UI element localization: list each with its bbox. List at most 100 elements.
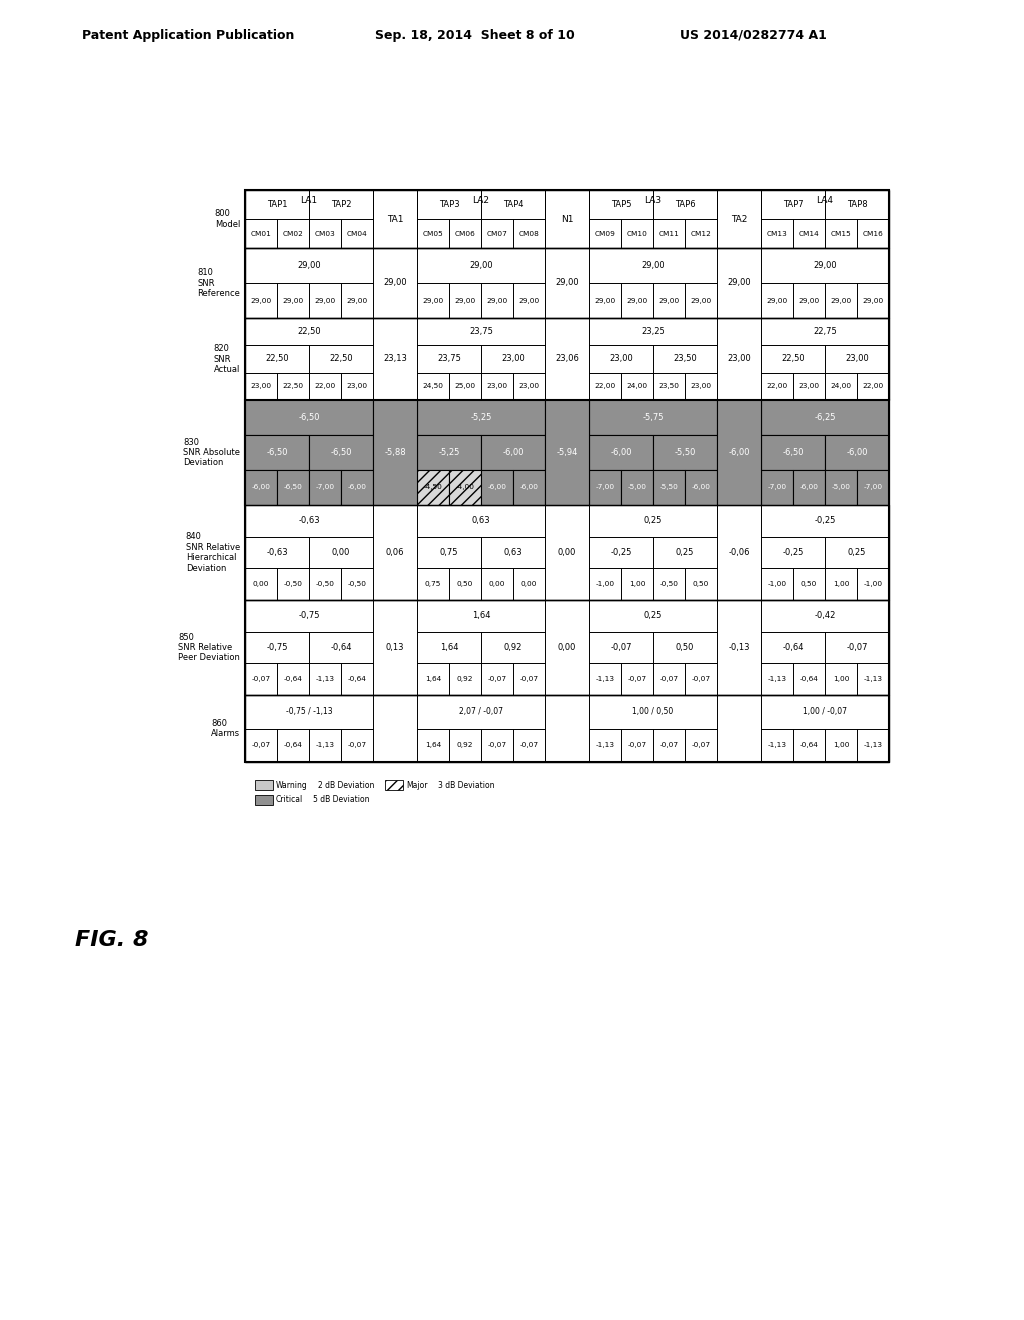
Text: 1,00: 1,00 — [833, 742, 849, 748]
Bar — [245, 219, 278, 248]
Text: 3 dB Deviation: 3 dB Deviation — [438, 780, 495, 789]
Bar — [417, 248, 545, 282]
Bar — [278, 664, 309, 696]
Bar — [513, 729, 545, 762]
Bar — [825, 219, 857, 248]
Bar — [245, 569, 278, 601]
Bar — [245, 400, 889, 506]
Bar — [309, 190, 373, 219]
Bar — [761, 506, 889, 537]
Bar — [245, 346, 309, 372]
Bar — [589, 248, 717, 282]
Text: CM03: CM03 — [314, 231, 336, 236]
Text: 22,50: 22,50 — [781, 355, 805, 363]
Text: 1,00: 1,00 — [833, 676, 849, 682]
Bar — [857, 282, 889, 318]
Text: 0,92: 0,92 — [457, 742, 473, 748]
Text: -0,07: -0,07 — [487, 676, 507, 682]
Bar — [449, 664, 481, 696]
Bar — [245, 190, 889, 762]
Text: -0,64: -0,64 — [284, 676, 302, 682]
Text: -5,50: -5,50 — [659, 484, 679, 491]
Text: -1,13: -1,13 — [863, 676, 883, 682]
Text: -5,88: -5,88 — [384, 447, 406, 457]
Text: CM15: CM15 — [830, 231, 851, 236]
Bar — [309, 632, 373, 664]
Bar — [621, 282, 653, 318]
Text: 23,00: 23,00 — [346, 383, 368, 389]
Bar — [309, 569, 341, 601]
Text: -0,75: -0,75 — [298, 611, 319, 620]
Text: 0,13: 0,13 — [386, 643, 404, 652]
Bar — [857, 219, 889, 248]
Bar — [621, 569, 653, 601]
Text: 29,00: 29,00 — [766, 297, 787, 304]
Bar — [309, 729, 341, 762]
Text: 860
Alarms: 860 Alarms — [211, 719, 240, 738]
Bar — [417, 729, 449, 762]
Text: 23,06: 23,06 — [555, 355, 579, 363]
Text: 1,64: 1,64 — [439, 643, 459, 652]
Bar — [417, 282, 449, 318]
Text: -6,25: -6,25 — [814, 413, 836, 422]
Text: 0,92: 0,92 — [504, 643, 522, 652]
Text: -0,25: -0,25 — [782, 548, 804, 557]
Text: N1: N1 — [561, 214, 573, 223]
Text: 23,25: 23,25 — [641, 327, 665, 337]
Bar — [717, 696, 761, 762]
Bar — [545, 506, 589, 601]
Text: -1,13: -1,13 — [768, 742, 786, 748]
Bar — [589, 664, 621, 696]
Text: CM05: CM05 — [423, 231, 443, 236]
Text: -6,00: -6,00 — [691, 484, 711, 491]
Text: -7,00: -7,00 — [863, 484, 883, 491]
Bar — [545, 248, 589, 318]
Text: Critical: Critical — [276, 796, 303, 804]
Bar — [589, 436, 653, 470]
Bar — [589, 470, 621, 506]
Text: 24,50: 24,50 — [423, 383, 443, 389]
Bar — [589, 318, 717, 346]
Text: 23,13: 23,13 — [383, 355, 407, 363]
Bar — [513, 282, 545, 318]
Text: TAP1: TAP1 — [266, 201, 288, 209]
Text: -1,13: -1,13 — [315, 676, 335, 682]
Bar — [245, 506, 373, 537]
Text: -0,07: -0,07 — [519, 742, 539, 748]
Text: -0,07: -0,07 — [628, 742, 646, 748]
Text: -0,07: -0,07 — [252, 742, 270, 748]
Bar — [685, 664, 717, 696]
Bar — [793, 372, 825, 400]
Text: LA1: LA1 — [300, 195, 317, 205]
Bar — [589, 346, 653, 372]
Text: 800
Model: 800 Model — [215, 210, 240, 228]
Text: Patent Application Publication: Patent Application Publication — [82, 29, 294, 41]
Bar — [589, 601, 717, 632]
Bar — [245, 372, 278, 400]
Text: -0,25: -0,25 — [814, 516, 836, 525]
Text: -0,07: -0,07 — [610, 643, 632, 652]
Text: 23,75: 23,75 — [437, 355, 461, 363]
Text: TAP3: TAP3 — [438, 201, 460, 209]
Text: FIG. 8: FIG. 8 — [75, 931, 148, 950]
Text: 23,00: 23,00 — [251, 383, 271, 389]
Bar — [449, 470, 481, 506]
Bar — [245, 729, 278, 762]
Bar — [417, 506, 545, 537]
Bar — [793, 282, 825, 318]
Bar — [761, 318, 889, 346]
Bar — [373, 506, 417, 601]
Text: -0,75 / -1,13: -0,75 / -1,13 — [286, 708, 333, 717]
Text: 22,50: 22,50 — [329, 355, 353, 363]
Text: TA1: TA1 — [387, 214, 403, 223]
Text: CM16: CM16 — [862, 231, 884, 236]
Bar — [513, 569, 545, 601]
Bar — [685, 282, 717, 318]
Bar — [278, 219, 309, 248]
Text: -6,00: -6,00 — [502, 447, 523, 457]
Text: -1,13: -1,13 — [315, 742, 335, 748]
Text: 1,00: 1,00 — [629, 581, 645, 587]
Text: -6,00: -6,00 — [252, 484, 270, 491]
Text: CM08: CM08 — [518, 231, 540, 236]
Bar — [417, 318, 545, 346]
